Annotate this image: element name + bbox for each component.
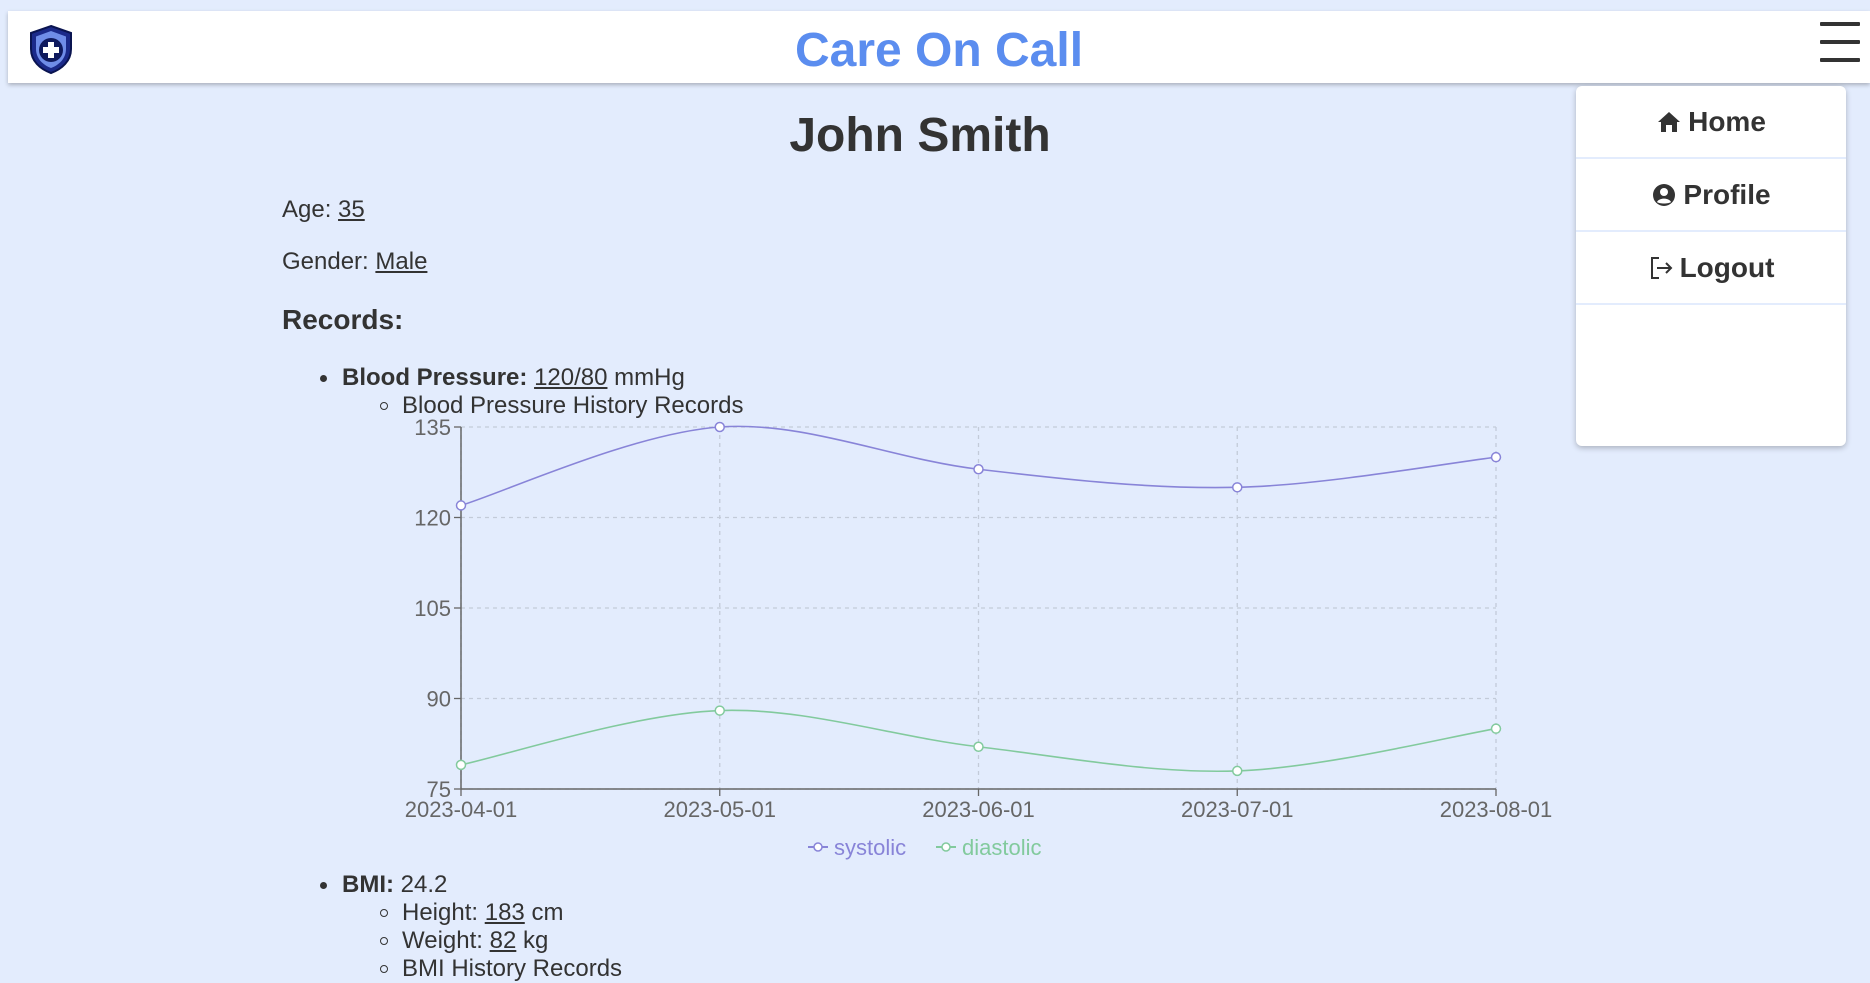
nav-dropdown-menu: Home Profile Logout xyxy=(1576,86,1846,446)
app-title: Care On Call xyxy=(794,24,1084,77)
data-point-systolic xyxy=(714,421,725,433)
blood-pressure-label: Blood Pressure: xyxy=(342,364,528,391)
menu-item-label: Home xyxy=(1688,105,1766,137)
bullet-disc xyxy=(320,375,327,382)
menu-item-logout[interactable]: Logout xyxy=(1576,232,1846,305)
data-point-systolic xyxy=(1490,451,1502,463)
data-point-systolic xyxy=(455,500,467,511)
height-item: Height: 183 cm xyxy=(380,899,564,927)
x-tick-label: 2023-05-01 xyxy=(663,797,776,822)
bmi-item: BMI: 24.2 xyxy=(320,871,448,899)
height-unit: cm xyxy=(531,899,564,926)
weight-unit: kg xyxy=(522,927,549,954)
data-point-diastolic xyxy=(1490,723,1502,734)
age-label: Age: xyxy=(282,196,332,223)
menu-item-label: Profile xyxy=(1683,178,1771,210)
data-point-diastolic xyxy=(455,759,467,771)
records-heading: Records: xyxy=(282,304,404,335)
x-tick-label: 2023-04-01 xyxy=(405,797,518,822)
bullet-circle xyxy=(380,965,388,973)
bp-history-label: Blood Pressure History Records xyxy=(402,392,744,419)
hamburger-menu-icon[interactable] xyxy=(1820,22,1860,62)
legend-marker-dot xyxy=(813,842,823,852)
gender-label: Gender: xyxy=(282,248,369,275)
blood-pressure-chart: 75 90 105 120 135 2023-04-01 2023-05-01 2023-06… xyxy=(405,415,1553,860)
x-tick-label: 2023-06-01 xyxy=(922,797,1035,822)
bullet-circle xyxy=(380,937,388,945)
bullet-circle xyxy=(380,402,388,410)
y-tick-label: 135 xyxy=(414,415,451,440)
blood-pressure-item: Blood Pressure: 120/80 mmHg xyxy=(320,364,685,392)
y-tick-label: 105 xyxy=(414,596,451,621)
bmi-history-label: BMI History Records xyxy=(402,955,623,982)
height-label: Height: xyxy=(402,899,479,926)
weight-label: Weight: xyxy=(402,927,483,954)
age-value[interactable]: 35 xyxy=(338,196,365,223)
shield-plus-icon[interactable] xyxy=(27,23,75,75)
y-tick-label: 90 xyxy=(427,687,451,712)
data-point-diastolic xyxy=(973,741,984,753)
bullet-circle xyxy=(380,909,388,917)
menu-item-home[interactable]: Home xyxy=(1576,86,1846,159)
legend-marker-dot xyxy=(941,842,951,852)
menu-item-profile[interactable]: Profile xyxy=(1576,159,1846,232)
y-tick-label: 120 xyxy=(414,506,451,531)
blood-pressure-unit: mmHg xyxy=(614,364,685,391)
app-header: Care On Call xyxy=(8,11,1870,83)
patient-name: John Smith xyxy=(789,109,1051,162)
home-icon xyxy=(1658,111,1681,132)
y-tick-label: 75 xyxy=(427,777,451,802)
bmi-value: 24.2 xyxy=(400,871,448,898)
data-point-systolic xyxy=(973,463,984,475)
weight-item: Weight: 82 kg xyxy=(380,927,549,955)
menu-item-label: Logout xyxy=(1679,251,1775,283)
user-circle-icon xyxy=(1653,183,1676,206)
gender-field: Gender: Male xyxy=(282,248,427,276)
data-point-diastolic xyxy=(714,705,725,716)
legend-label-systolic: systolic xyxy=(834,835,906,860)
age-field: Age: 35 xyxy=(282,196,365,224)
blood-pressure-value[interactable]: 120/80 xyxy=(534,364,608,391)
data-point-systolic xyxy=(1232,482,1243,493)
x-tick-label: 2023-08-01 xyxy=(1440,797,1553,822)
logout-icon xyxy=(1650,256,1672,279)
height-value[interactable]: 183 xyxy=(484,899,525,926)
gender-value[interactable]: Male xyxy=(375,248,428,275)
bp-history-item: Blood Pressure History Records xyxy=(380,392,744,420)
legend-label-diastolic: diastolic xyxy=(962,835,1041,860)
weight-value[interactable]: 82 xyxy=(489,927,517,954)
bmi-label: BMI: xyxy=(342,871,394,898)
data-point-diastolic xyxy=(1232,765,1243,777)
x-tick-label: 2023-07-01 xyxy=(1181,797,1294,822)
bmi-history-item: BMI History Records xyxy=(380,955,623,983)
bullet-disc xyxy=(320,882,327,889)
